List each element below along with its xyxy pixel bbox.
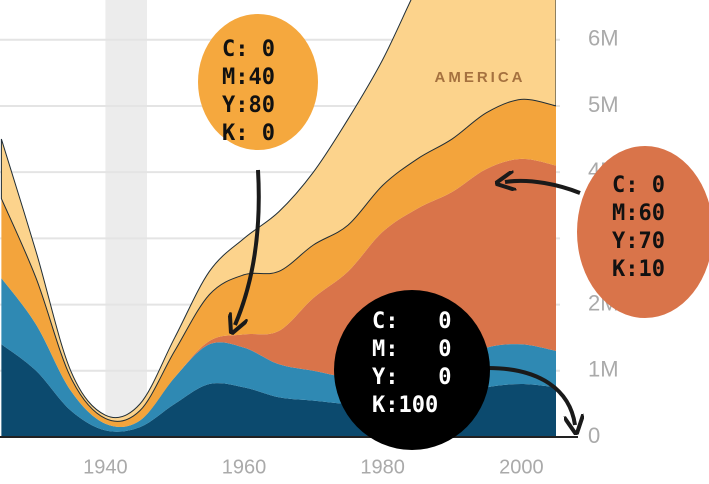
annotation-arrow <box>487 366 575 425</box>
annotation-text: C: 0 <box>612 173 665 198</box>
y-tick-label: 5M <box>588 92 619 117</box>
area <box>0 0 556 422</box>
annotation-blob <box>577 146 709 318</box>
annotation-text: Y:70 <box>612 229 665 254</box>
shaded-period <box>105 0 147 437</box>
annotation-text: M: 0 <box>372 337 451 362</box>
annotation-text: K:100 <box>372 393 438 418</box>
annotation-text: C: 0 <box>372 309 451 334</box>
x-tick-label: 1940 <box>83 456 128 478</box>
x-tick-label: 1960 <box>222 456 267 478</box>
x-tick-label: 1980 <box>360 456 405 478</box>
y-tick-label: 0 <box>588 423 600 448</box>
annotation-text: M:40 <box>222 65 275 90</box>
area-label: AMERICA <box>435 69 526 86</box>
y-tick-label: 6M <box>588 26 619 51</box>
annotation-blob <box>198 14 318 150</box>
annotation-text: C: 0 <box>222 37 275 62</box>
annotation-text: Y: 0 <box>372 365 451 390</box>
x-tick-label: 2000 <box>499 456 544 478</box>
annotation-text: Y:80 <box>222 93 275 118</box>
area <box>1 99 556 427</box>
annotation-arrow <box>505 181 581 195</box>
annotation-text: K:10 <box>612 257 665 282</box>
annotation-blob <box>334 290 490 450</box>
annotation-text: K: 0 <box>222 121 275 146</box>
y-tick-label: 1M <box>588 357 619 382</box>
annotation-text: M:60 <box>612 201 665 226</box>
annotation-arrow <box>235 169 261 325</box>
